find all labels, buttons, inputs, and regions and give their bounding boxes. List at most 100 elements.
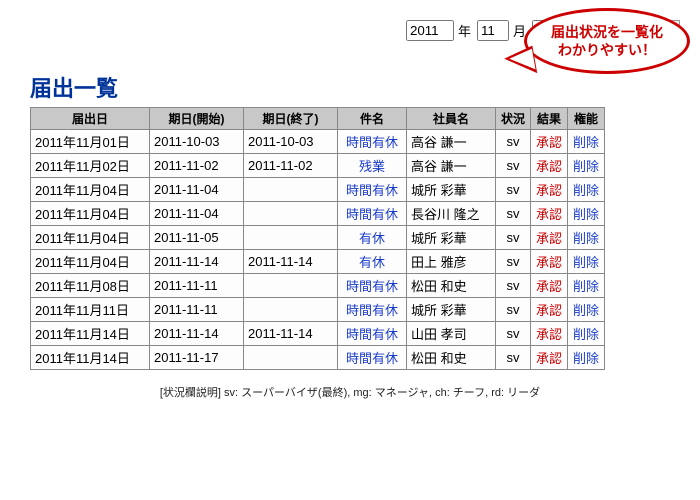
- cell-item-link[interactable]: 有休: [338, 250, 407, 274]
- cell-emp: 城所 彩華: [407, 178, 496, 202]
- cell-date: 2011年11月04日: [31, 250, 150, 274]
- cell-start: 2011-11-11: [150, 274, 244, 298]
- cell-date: 2011年11月08日: [31, 274, 150, 298]
- table-row: 2011年11月11日2011-11-11 時間有休城所 彩華sv承認削除: [31, 298, 605, 322]
- cell-stat: sv: [496, 130, 531, 154]
- table-header-row: 届出日 期日(開始) 期日(終了) 件名 社員名 状況 結果 権能: [31, 108, 605, 130]
- cell-emp: 長谷川 隆之: [407, 202, 496, 226]
- filter-bar: 年 月 日 届出日 検 届出状況を一覧化 わかりやすい！: [20, 20, 680, 41]
- cell-stat: sv: [496, 298, 531, 322]
- cell-act-link[interactable]: 削除: [568, 130, 605, 154]
- cell-start: 2011-11-17: [150, 346, 244, 370]
- cell-emp: 高谷 謙一: [407, 154, 496, 178]
- cell-date: 2011年11月02日: [31, 154, 150, 178]
- cell-res-link[interactable]: 承認: [531, 130, 568, 154]
- cell-act-link[interactable]: 削除: [568, 202, 605, 226]
- cell-item-link[interactable]: 時間有休: [338, 178, 407, 202]
- cell-end: 2011-11-14: [244, 250, 338, 274]
- table-row: 2011年11月02日2011-11-022011-11-02残業高谷 謙一sv…: [31, 154, 605, 178]
- cell-item-link[interactable]: 時間有休: [338, 202, 407, 226]
- table-row: 2011年11月14日2011-11-142011-11-14時間有休山田 孝司…: [31, 322, 605, 346]
- callout-tail: [503, 46, 537, 79]
- cell-act-link[interactable]: 削除: [568, 154, 605, 178]
- cell-start: 2011-11-11: [150, 298, 244, 322]
- cell-act-link[interactable]: 削除: [568, 250, 605, 274]
- cell-item-link[interactable]: 時間有休: [338, 322, 407, 346]
- cell-emp: 松田 和史: [407, 274, 496, 298]
- cell-date: 2011年11月11日: [31, 298, 150, 322]
- cell-act-link[interactable]: 削除: [568, 298, 605, 322]
- cell-date: 2011年11月14日: [31, 322, 150, 346]
- cell-emp: 田上 雅彦: [407, 250, 496, 274]
- cell-start: 2011-10-03: [150, 130, 244, 154]
- cell-item-link[interactable]: 時間有休: [338, 346, 407, 370]
- cell-res-link[interactable]: 承認: [531, 202, 568, 226]
- th-stat: 状況: [496, 108, 531, 130]
- cell-end: 2011-11-02: [244, 154, 338, 178]
- table-row: 2011年11月01日2011-10-032011-10-03時間有休高谷 謙一…: [31, 130, 605, 154]
- cell-stat: sv: [496, 274, 531, 298]
- cell-act-link[interactable]: 削除: [568, 178, 605, 202]
- cell-item-link[interactable]: 有休: [338, 226, 407, 250]
- table-row: 2011年11月04日2011-11-142011-11-14有休田上 雅彦sv…: [31, 250, 605, 274]
- cell-date: 2011年11月04日: [31, 178, 150, 202]
- cell-start: 2011-11-14: [150, 250, 244, 274]
- cell-stat: sv: [496, 178, 531, 202]
- table-row: 2011年11月08日2011-11-11 時間有休松田 和史sv承認削除: [31, 274, 605, 298]
- cell-date: 2011年11月04日: [31, 226, 150, 250]
- cell-emp: 城所 彩華: [407, 226, 496, 250]
- report-table: 届出日 期日(開始) 期日(終了) 件名 社員名 状況 結果 権能 2011年1…: [30, 107, 605, 370]
- cell-act-link[interactable]: 削除: [568, 226, 605, 250]
- callout-line1: 届出状況を一覧化: [551, 23, 663, 41]
- cell-stat: sv: [496, 346, 531, 370]
- cell-res-link[interactable]: 承認: [531, 178, 568, 202]
- year-unit: 年: [458, 21, 471, 40]
- cell-emp: 城所 彩華: [407, 298, 496, 322]
- cell-end: [244, 178, 338, 202]
- cell-start: 2011-11-14: [150, 322, 244, 346]
- cell-stat: sv: [496, 154, 531, 178]
- cell-res-link[interactable]: 承認: [531, 250, 568, 274]
- page-title: 届出一覧: [30, 71, 680, 103]
- cell-emp: 山田 孝司: [407, 322, 496, 346]
- cell-date: 2011年11月04日: [31, 202, 150, 226]
- th-start: 期日(開始): [150, 108, 244, 130]
- legend-text: [状況欄説明] sv: スーパーバイザ(最終), mg: マネージャ, ch: …: [20, 384, 680, 400]
- month-input[interactable]: [477, 20, 509, 41]
- cell-emp: 高谷 謙一: [407, 130, 496, 154]
- th-end: 期日(終了): [244, 108, 338, 130]
- cell-res-link[interactable]: 承認: [531, 226, 568, 250]
- cell-start: 2011-11-04: [150, 202, 244, 226]
- table-row: 2011年11月04日2011-11-04時間有休長谷川 隆之sv承認削除: [31, 202, 605, 226]
- th-act: 権能: [568, 108, 605, 130]
- cell-item-link[interactable]: 時間有休: [338, 298, 407, 322]
- cell-res-link[interactable]: 承認: [531, 154, 568, 178]
- th-emp: 社員名: [407, 108, 496, 130]
- cell-end: [244, 346, 338, 370]
- cell-end: 2011-11-14: [244, 322, 338, 346]
- cell-act-link[interactable]: 削除: [568, 346, 605, 370]
- cell-item-link[interactable]: 時間有休: [338, 274, 407, 298]
- cell-res-link[interactable]: 承認: [531, 322, 568, 346]
- cell-item-link[interactable]: 残業: [338, 154, 407, 178]
- cell-res-link[interactable]: 承認: [531, 274, 568, 298]
- table-row: 2011年11月04日2011-11-04 時間有休城所 彩華sv承認削除: [31, 178, 605, 202]
- cell-act-link[interactable]: 削除: [568, 322, 605, 346]
- cell-date: 2011年11月14日: [31, 346, 150, 370]
- cell-item-link[interactable]: 時間有休: [338, 130, 407, 154]
- cell-date: 2011年11月01日: [31, 130, 150, 154]
- cell-res-link[interactable]: 承認: [531, 346, 568, 370]
- cell-start: 2011-11-02: [150, 154, 244, 178]
- cell-act-link[interactable]: 削除: [568, 274, 605, 298]
- cell-end: 2011-10-03: [244, 130, 338, 154]
- th-res: 結果: [531, 108, 568, 130]
- table-row: 2011年11月14日2011-11-17 時間有休松田 和史sv承認削除: [31, 346, 605, 370]
- table-row: 2011年11月04日2011-11-05有休城所 彩華sv承認削除: [31, 226, 605, 250]
- callout-bubble: 届出状況を一覧化 わかりやすい！: [524, 8, 690, 74]
- cell-res-link[interactable]: 承認: [531, 298, 568, 322]
- cell-start: 2011-11-04: [150, 178, 244, 202]
- callout-line2: わかりやすい！: [558, 41, 656, 59]
- cell-start: 2011-11-05: [150, 226, 244, 250]
- year-input[interactable]: [406, 20, 454, 41]
- cell-emp: 松田 和史: [407, 346, 496, 370]
